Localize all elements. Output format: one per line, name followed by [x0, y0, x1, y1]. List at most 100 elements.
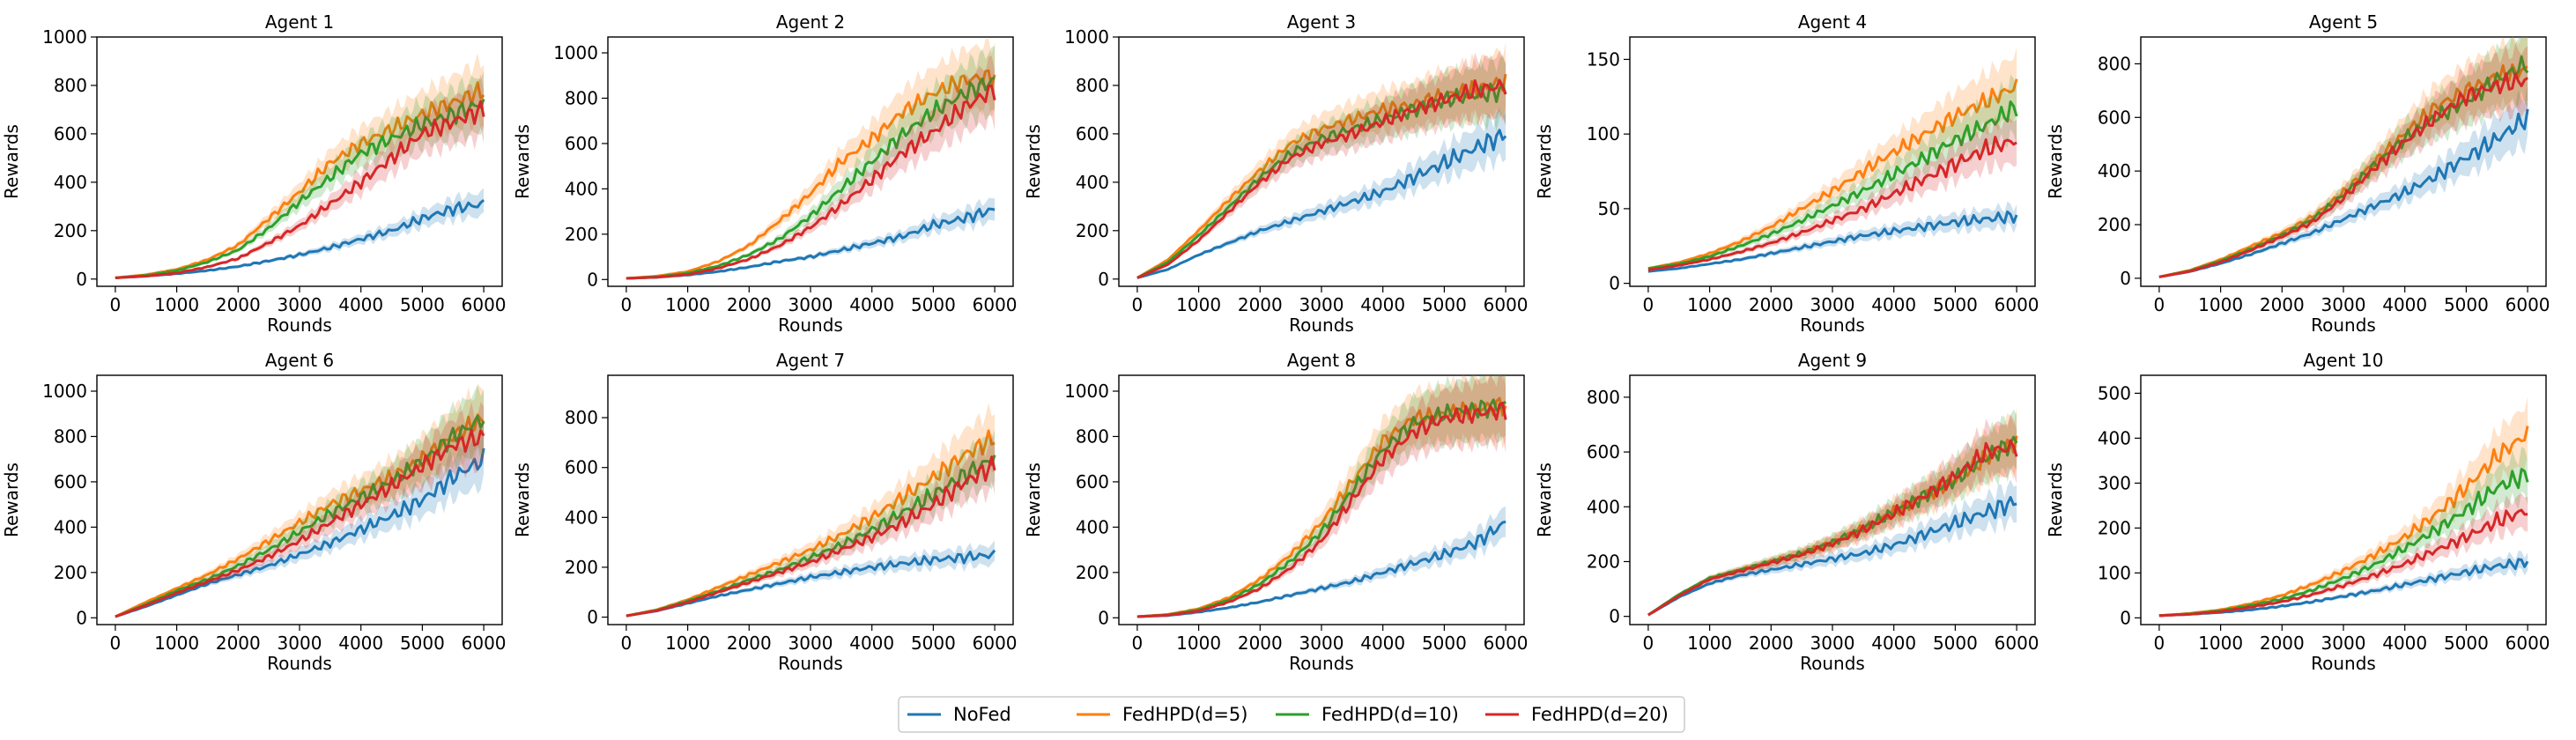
y-tick-label: 100	[1587, 123, 1620, 144]
x-tick-label: 4000	[1360, 294, 1405, 315]
x-axis-label: Rounds	[1800, 314, 1865, 336]
line-fedhpd-d-20-	[1647, 439, 2018, 617]
x-axis-label: Rounds	[267, 314, 332, 336]
legend-label-fedhpd-d20: FedHPD(d=20)	[1531, 704, 1669, 725]
x-tick-label: 3000	[1810, 633, 1855, 654]
legend-label-nofed: NoFed	[953, 704, 1011, 725]
plot-area	[2158, 37, 2529, 278]
band-fedhpd-d-5-	[2158, 37, 2528, 278]
y-tick-label: 600	[565, 133, 598, 154]
x-tick-label: 1000	[2198, 633, 2243, 654]
line-nofed	[115, 448, 485, 618]
band-nofed	[625, 540, 996, 618]
x-tick-label: 0	[2154, 294, 2165, 315]
x-tick-label: 4000	[338, 633, 383, 654]
y-tick-label: 800	[2098, 53, 2131, 74]
x-tick-label: 3000	[2321, 294, 2366, 315]
x-tick-label: 0	[1132, 633, 1144, 654]
x-tick-label: 6000	[1995, 633, 2039, 654]
x-tick-label: 0	[621, 294, 633, 315]
panel-title: Agent 1	[265, 11, 334, 33]
y-tick-label: 400	[2098, 160, 2131, 181]
y-tick-label: 0	[587, 269, 598, 290]
y-axis-label: Rewards	[512, 124, 533, 199]
x-tick-label: 1000	[154, 294, 199, 315]
line-nofed	[1136, 129, 1507, 279]
y-axis-label: Rewards	[1534, 462, 1555, 537]
y-tick-label: 0	[1609, 606, 1620, 627]
y-tick-label: 600	[565, 457, 598, 478]
y-tick-label: 0	[2120, 268, 2131, 289]
x-tick-label: 5000	[2444, 633, 2489, 654]
x-tick-label: 6000	[462, 633, 507, 654]
line-fedhpd-d-20-	[1136, 401, 1507, 618]
x-tick-label: 4000	[1360, 633, 1405, 654]
x-tick-label: 4000	[2382, 294, 2427, 315]
band-fedhpd-d-10-	[115, 70, 485, 279]
line-fedhpd-d-5-	[2158, 63, 2528, 278]
line-fedhpd-d-20-	[2158, 508, 2528, 618]
x-tick-label: 0	[1132, 294, 1144, 315]
plot-area	[625, 403, 996, 618]
line-nofed	[1647, 210, 2018, 273]
x-tick-label: 3000	[1810, 294, 1855, 315]
plot-area	[115, 53, 485, 279]
y-tick-label: 400	[1587, 496, 1620, 517]
panel-title: Agent 2	[776, 11, 845, 33]
y-tick-label: 300	[2098, 472, 2131, 493]
y-tick-label: 400	[1076, 172, 1109, 193]
band-nofed	[115, 188, 485, 279]
y-tick-label: 1000	[1064, 381, 1109, 402]
panel-agent-8: Agent 8 0 1000 2000 3000 4000 5000 6000 0 200 400 6…	[1023, 350, 1529, 674]
panel-agent-6: Agent 6 0 1000 2000 3000 4000 5000 6000 0 200 400 6…	[1, 350, 507, 674]
y-tick-label: 600	[2098, 107, 2131, 128]
x-axis-label: Rounds	[1800, 653, 1865, 674]
x-tick-label: 2000	[727, 294, 772, 315]
panel-title: Agent 5	[2309, 11, 2378, 33]
x-tick-label: 3000	[788, 633, 833, 654]
line-fedhpd-d-5-	[1647, 78, 2018, 270]
x-tick-label: 5000	[1933, 633, 1978, 654]
x-tick-label: 4000	[849, 294, 894, 315]
legend-label-fedhpd-d5: FedHPD(d=5)	[1122, 704, 1247, 725]
line-fedhpd-d-20-	[625, 84, 996, 280]
plot-area	[1136, 375, 1507, 618]
band-nofed	[115, 423, 485, 618]
x-tick-label: 4000	[338, 294, 383, 315]
x-tick-label: 1000	[1176, 633, 1221, 654]
line-nofed	[1647, 496, 2017, 617]
y-tick-label: 800	[54, 75, 87, 96]
x-tick-label: 5000	[400, 633, 445, 654]
line-fedhpd-d-20-	[115, 100, 485, 279]
x-tick-label: 2000	[1238, 633, 1283, 654]
x-tick-label: 4000	[2382, 633, 2427, 654]
x-tick-label: 4000	[1871, 294, 1916, 315]
y-tick-label: 400	[565, 507, 598, 528]
x-tick-label: 2000	[2260, 633, 2305, 654]
panel-agent-3: Agent 3 0 1000 2000 3000 4000 5000 6000 0 200 400 6…	[1023, 11, 1529, 336]
line-fedhpd-d-20-	[625, 455, 996, 618]
y-tick-label: 800	[1076, 75, 1109, 96]
plot-area	[625, 38, 996, 280]
plot-area	[1647, 47, 2018, 273]
panel-agent-10: Agent 10 0 1000 2000 3000 4000 5000 6000 0 100 200…	[2045, 350, 2550, 674]
panel-agent-4: Agent 4 0 1000 2000 3000 4000 5000 6000 0 50 100 15…	[1534, 11, 2039, 336]
y-axis-label: Rewards	[2045, 462, 2066, 537]
y-tick-label: 400	[565, 178, 598, 199]
legend: NoFed FedHPD(d=5) FedHPD(d=10) FedHPD(d=…	[898, 696, 1685, 733]
x-axis-label: Rounds	[1289, 653, 1354, 674]
y-tick-label: 50	[1598, 198, 1620, 219]
panel-agent-5: Agent 5 0 1000 2000 3000 4000 5000 6000 0 200 400 6…	[2045, 11, 2550, 336]
y-axis-label: Rewards	[2045, 124, 2066, 199]
y-tick-label: 500	[2098, 382, 2131, 403]
x-tick-label: 5000	[1933, 294, 1978, 315]
x-tick-label: 2000	[216, 633, 261, 654]
x-tick-label: 1000	[1687, 294, 1732, 315]
y-tick-label: 0	[76, 607, 87, 628]
y-tick-label: 0	[1098, 607, 1109, 628]
y-tick-label: 400	[1076, 516, 1109, 537]
line-fedhpd-d-10-	[1136, 82, 1507, 279]
x-axis-label: Rounds	[2311, 314, 2376, 336]
x-tick-label: 6000	[973, 633, 1018, 654]
x-tick-label: 2000	[1749, 294, 1794, 315]
